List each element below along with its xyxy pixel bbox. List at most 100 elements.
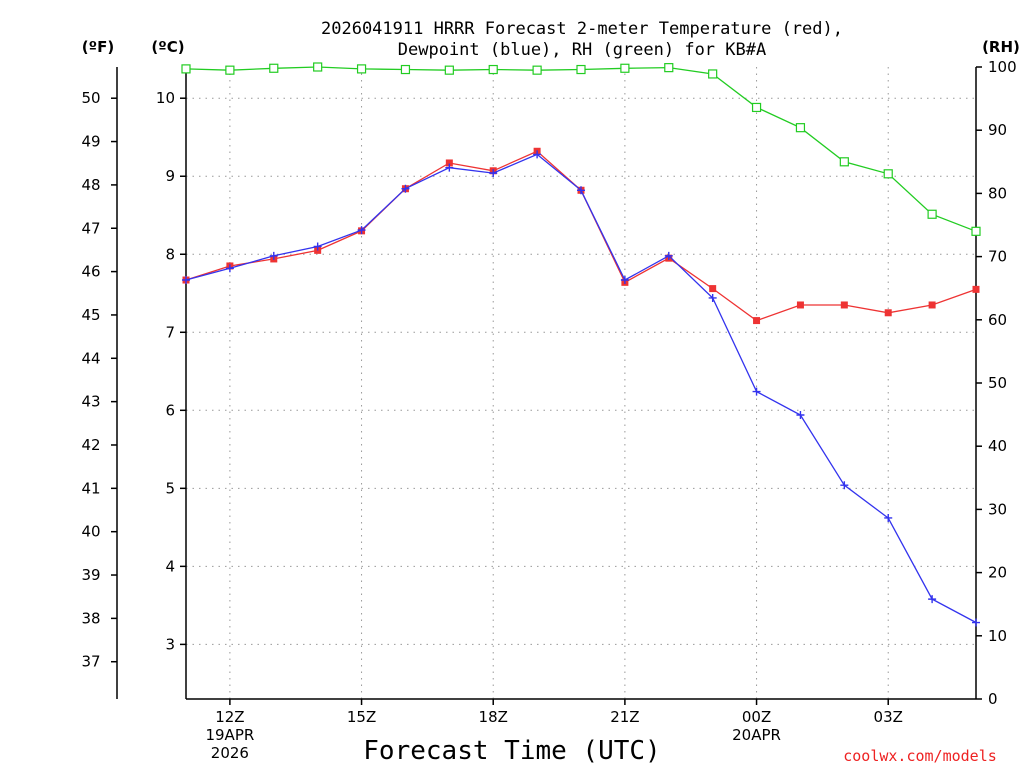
x-tick-label: 21Z [610,708,639,726]
relative-humidity-point [839,157,849,167]
dewpoint-point [225,264,234,273]
chart-title-line1: 2026041911 HRRR Forecast 2-meter Tempera… [321,19,843,39]
grid-lines [186,67,976,699]
x-date-label: 20APR [732,726,781,744]
fahrenheit-tick-label: 37 [81,653,100,671]
relative-humidity-point [751,102,762,113]
fahrenheit-tick-label: 39 [81,566,100,584]
celsius-tick-label: 7 [165,323,175,341]
dewpoint-point [972,618,980,627]
relative-humidity-point [181,64,191,74]
relative-humidity-point [444,65,454,75]
rh-tick-label: 80 [988,184,1007,202]
dewpoint-point [313,242,322,251]
rh-tick-label: 10 [988,627,1007,645]
relative-humidity-point [620,63,630,73]
temperature-point [753,317,761,325]
dewpoint-point [445,163,454,172]
dewpoint-point [928,595,937,604]
celsius-tick-label: 4 [165,557,175,575]
fahrenheit-tick-label: 40 [81,523,100,541]
rh-tick-label: 50 [988,374,1007,392]
temperature-point [709,285,717,293]
dewpoint-point [664,251,673,260]
dewpoint-point [401,184,410,193]
rh-tick-label: 70 [988,248,1007,266]
dewpoint-point [357,226,366,235]
dewpoint-point [489,169,498,178]
relative-humidity-line [185,66,977,232]
relative-humidity-point [313,62,323,72]
temperature-point [884,309,892,317]
relative-humidity-point [532,65,542,75]
fahrenheit-tick-label: 43 [81,393,100,411]
relative-humidity-point [927,209,937,219]
chart-title-line2: Dewpoint (blue), RH (green) for KB#A [398,40,766,60]
x-year-label: 2026 [211,744,249,762]
x-tick-label: 00Z [742,708,771,726]
rh-tick-label: 20 [988,564,1007,582]
rh-unit-label: (RH) [982,38,1020,56]
celsius-tick-label: 6 [165,401,175,419]
fahrenheit-tick-label: 47 [81,219,100,237]
relative-humidity-point [708,69,718,79]
data-series [181,62,981,627]
relative-humidity-point [488,64,498,75]
dewpoint-point [840,481,849,490]
fahrenheit-tick-label: 41 [81,479,100,497]
dewpoint-point [269,251,278,260]
temperature-point [796,301,804,309]
x-tick-label: 18Z [479,708,508,726]
fahrenheit-tick-label: 42 [81,436,100,454]
dewpoint-point [752,387,761,396]
relative-humidity-point [971,226,981,236]
relative-humidity-point [883,169,893,179]
rh-tick-label: 60 [988,311,1007,329]
dewpoint-line [185,153,977,624]
fahrenheit-tick-label: 45 [81,306,100,324]
relative-humidity-point [576,64,586,75]
dewpoint-point [884,513,893,522]
x-tick-label: 15Z [347,708,376,726]
fahrenheit-tick-label: 50 [81,89,100,107]
fahrenheit-tick-label: 48 [81,176,100,194]
celsius-tick-label: 3 [165,635,175,653]
rh-tick-label: 30 [988,500,1007,518]
celsius-tick-label: 5 [165,479,175,497]
celsius-tick-label: 8 [165,245,175,263]
x-axis-title: Forecast Time (UTC) [363,736,660,766]
fahrenheit-tick-label: 46 [81,263,100,281]
relative-humidity-point [795,123,806,133]
temperature-point [972,285,980,293]
celsius-tick-label: 9 [165,167,175,185]
axes [111,66,982,705]
rh-tick-label: 90 [988,121,1007,139]
fahrenheit-tick-label: 38 [81,609,100,627]
relative-humidity-point [269,63,279,73]
dewpoint-point [533,150,542,159]
dewpoint-point [182,276,190,285]
dewpoint-point [577,186,585,195]
dewpoint-point [796,410,805,419]
fahrenheit-unit-label: (ºF) [82,38,114,56]
x-date-label: 19APR [205,726,254,744]
dewpoint-point [620,276,629,285]
temperature-point [928,301,936,309]
relative-humidity-point [356,64,367,74]
rh-tick-label: 100 [988,58,1017,76]
relative-humidity-point [664,63,674,73]
temperature-point [840,301,848,309]
fahrenheit-tick-label: 44 [81,349,100,367]
relative-humidity-point [225,65,235,75]
relative-humidity-point [400,64,411,75]
celsius-tick-label: 10 [156,89,175,107]
fahrenheit-tick-label: 49 [81,133,100,151]
celsius-unit-label: (ºC) [151,38,184,56]
rh-tick-label: 0 [988,690,998,708]
x-tick-label: 12Z [215,708,244,726]
dewpoint-point [708,293,717,302]
rh-tick-label: 40 [988,437,1007,455]
credit-text: coolwx.com/models [843,747,997,765]
